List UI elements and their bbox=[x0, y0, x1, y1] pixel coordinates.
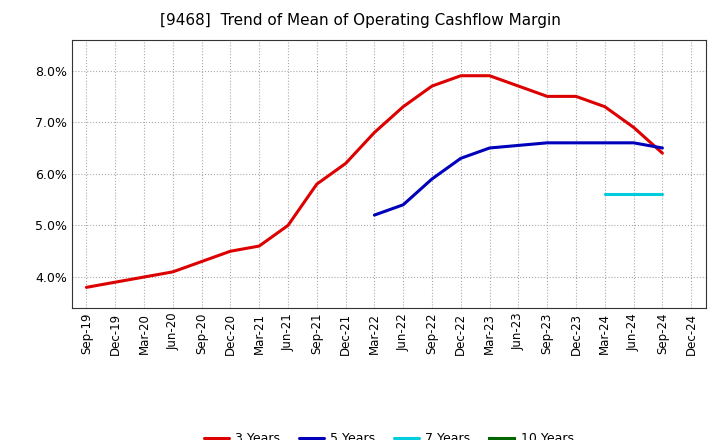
3 Years bbox=[312, 181, 321, 187]
3 Years bbox=[82, 285, 91, 290]
5 Years bbox=[572, 140, 580, 146]
3 Years bbox=[255, 243, 264, 249]
5 Years bbox=[485, 145, 494, 150]
3 Years bbox=[600, 104, 609, 109]
5 Years bbox=[629, 140, 638, 146]
5 Years bbox=[428, 176, 436, 182]
Line: 5 Years: 5 Years bbox=[374, 143, 662, 215]
3 Years bbox=[341, 161, 350, 166]
3 Years bbox=[284, 223, 292, 228]
7 Years bbox=[658, 192, 667, 197]
3 Years bbox=[485, 73, 494, 78]
5 Years bbox=[399, 202, 408, 207]
5 Years bbox=[514, 143, 523, 148]
5 Years bbox=[658, 145, 667, 150]
Text: [9468]  Trend of Mean of Operating Cashflow Margin: [9468] Trend of Mean of Operating Cashfl… bbox=[160, 13, 560, 28]
3 Years bbox=[197, 259, 206, 264]
3 Years bbox=[168, 269, 177, 275]
3 Years bbox=[370, 130, 379, 135]
3 Years bbox=[399, 104, 408, 109]
3 Years bbox=[658, 150, 667, 156]
3 Years bbox=[140, 275, 148, 280]
7 Years bbox=[629, 192, 638, 197]
5 Years bbox=[456, 156, 465, 161]
5 Years bbox=[543, 140, 552, 146]
Line: 3 Years: 3 Years bbox=[86, 76, 662, 287]
3 Years bbox=[226, 249, 235, 254]
7 Years bbox=[600, 192, 609, 197]
5 Years bbox=[370, 213, 379, 218]
3 Years bbox=[572, 94, 580, 99]
3 Years bbox=[629, 125, 638, 130]
3 Years bbox=[514, 84, 523, 89]
3 Years bbox=[428, 84, 436, 89]
3 Years bbox=[111, 279, 120, 285]
3 Years bbox=[456, 73, 465, 78]
5 Years bbox=[600, 140, 609, 146]
3 Years bbox=[543, 94, 552, 99]
Legend: 3 Years, 5 Years, 7 Years, 10 Years: 3 Years, 5 Years, 7 Years, 10 Years bbox=[199, 427, 579, 440]
